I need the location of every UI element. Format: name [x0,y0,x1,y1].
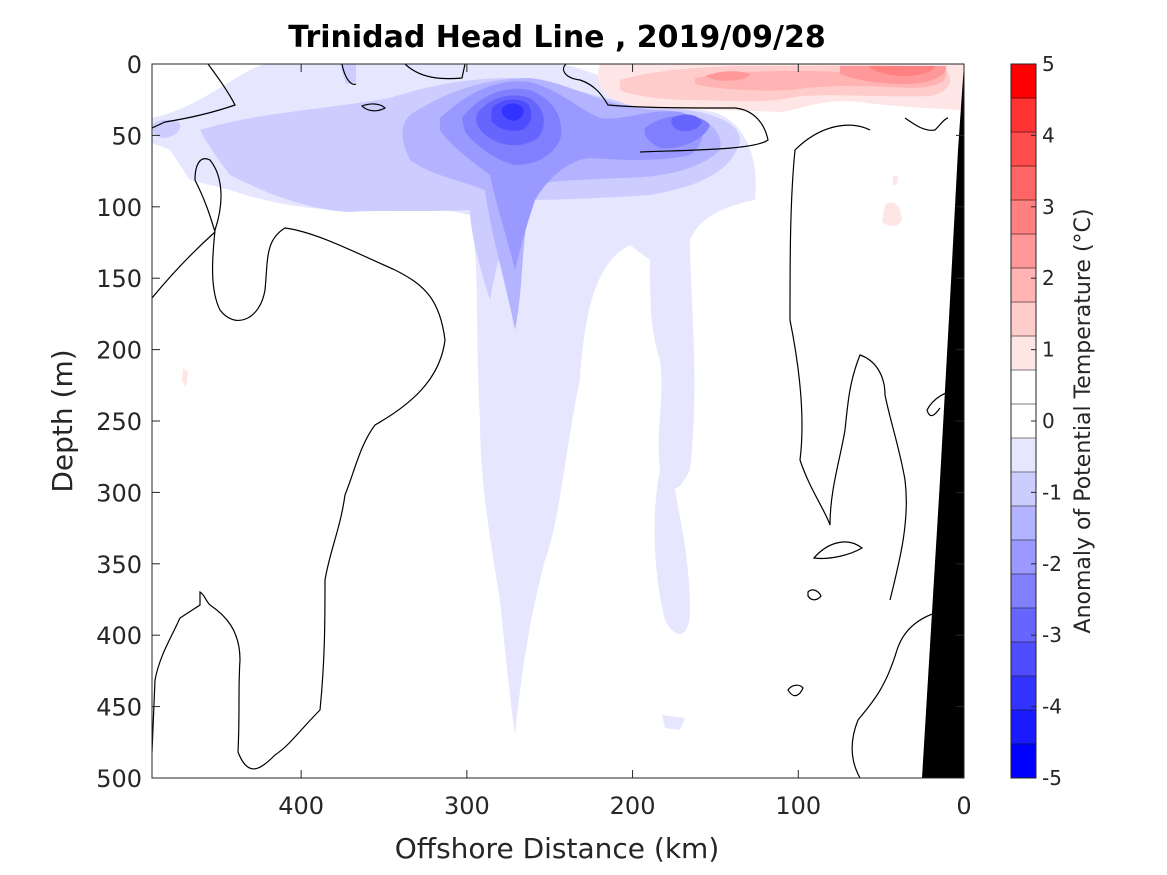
colorbar-segment [1011,268,1036,303]
x-tick-label: 400 [278,792,324,820]
x-tick-label: 100 [775,792,821,820]
y-tick-label: 150 [96,265,142,293]
colorbar-segment [1011,64,1036,99]
y-tick-label: 400 [96,622,142,650]
contour-fill-minus-0-5-deep [662,715,685,730]
colorbar-tick-label: 1 [1042,338,1055,362]
colorbar-segment [1011,132,1036,167]
colorbar-tick-label: 0 [1042,409,1055,433]
contour-fill-minus-0-5-east [654,470,690,634]
chart-title: Trinidad Head Line , 2019/09/28 [288,20,825,55]
colorbar-tick-label: -4 [1042,695,1062,719]
y-tick-label: 0 [127,51,142,79]
y-tick-label: 200 [96,337,142,365]
colorbar-segment [1011,540,1036,575]
colorbar-segment [1011,234,1036,269]
y-tick-label: 50 [111,122,142,150]
colorbar-tick-label: -3 [1042,623,1062,647]
x-tick-label: 0 [956,792,971,820]
colorbar-segment [1011,574,1036,609]
contour-fill-minus-3 [476,95,702,146]
colorbar-segment [1011,336,1036,371]
colorbar-segment [1011,744,1036,779]
colorbar-segment [1011,608,1036,643]
y-tick-label: 500 [96,765,142,793]
colorbar-tick-label: -2 [1042,552,1062,576]
y-tick-label: 350 [96,551,142,579]
contour-fill-plus-3 [870,66,935,76]
colorbar-segment [1011,98,1036,133]
colorbar-tick-label: 4 [1042,123,1055,147]
y-axis-label: Depth (m) [46,349,79,492]
colorbar-tick-label: 2 [1042,266,1055,290]
x-axis: 400 300 200 100 0 [278,64,972,820]
colorbar-segment [1011,370,1036,405]
colorbar-segment [1011,642,1036,677]
colorbar-tick-label: 5 [1042,52,1055,76]
colorbar-tick-label: 3 [1042,195,1055,219]
colorbar-segment [1011,302,1036,337]
x-tick-label: 300 [444,792,490,820]
y-axis: 0 50 100 150 200 250 300 350 400 450 500 [96,51,964,793]
colorbar-segment [1011,472,1036,507]
x-axis-label: Offshore Distance (km) [395,832,720,865]
colorbar-segment [1011,438,1036,473]
colorbar: 5 4 3 2 1 0 -1 -2 -3 -4 -5 [1010,52,1062,790]
contour-fill-minus-1-spot [340,64,356,84]
warm-anomaly-contours [182,64,964,388]
colorbar-segment [1011,200,1036,235]
bathymetry-seafloor [922,64,964,778]
y-tick-label: 100 [96,194,142,222]
plot-area [152,64,964,778]
contour-fill-minus-0-5 [152,64,756,735]
y-tick-label: 450 [96,694,142,722]
y-tick-label: 300 [96,479,142,507]
colorbar-label: Anomaly of Potential Temperature (°C) [1071,209,1096,634]
contour-fill-minus-4 [501,103,524,121]
colorbar-tick-label: -1 [1042,480,1062,504]
x-tick-label: 200 [610,792,656,820]
colorbar-segment [1011,676,1036,711]
colorbar-segment [1011,166,1036,201]
contour-fill-plus-2-5b [705,71,750,81]
colorbar-tick-label: -5 [1042,766,1062,790]
cold-anomaly-contours [152,64,756,735]
colorbar-segment [1011,506,1036,541]
colorbar-segment [1011,710,1036,745]
y-tick-label: 250 [96,408,142,436]
